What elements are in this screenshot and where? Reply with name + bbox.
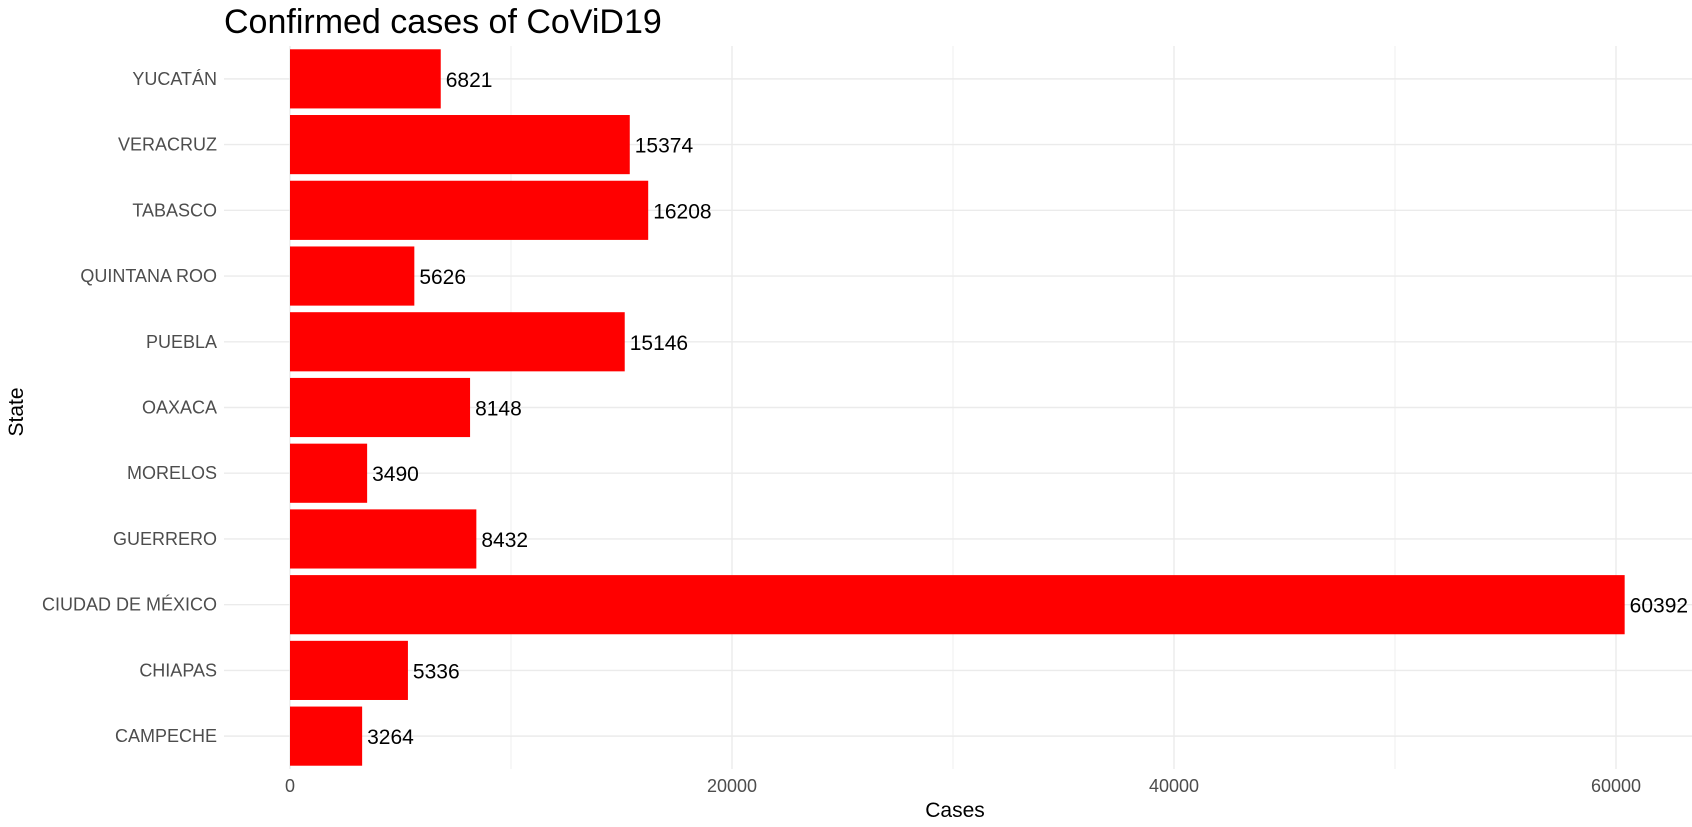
bar	[290, 640, 408, 700]
bar	[290, 509, 477, 569]
x-axis-title: Cases	[925, 799, 985, 822]
data-label: 3490	[372, 463, 419, 486]
chart-title: Confirmed cases of CoViD19	[224, 3, 662, 41]
x-tick-label: 20000	[707, 776, 757, 796]
bar	[290, 377, 471, 438]
data-labels: 3264 5336 60392 8432 3490 8148 15146 5626 16208 1…	[367, 69, 1688, 749]
y-tick-label: TABASCO	[132, 200, 217, 220]
bar	[290, 180, 649, 240]
data-label: 60392	[1630, 595, 1688, 618]
data-label: 8432	[481, 529, 528, 552]
y-tick-label: PUEBLA	[146, 332, 217, 352]
bar	[290, 706, 363, 766]
bar	[290, 312, 625, 372]
y-tick-label: QUINTANA ROO	[80, 266, 217, 286]
y-tick-label: CIUDAD DE MÉXICO	[42, 595, 217, 615]
y-tick-label: VERACRUZ	[118, 135, 217, 155]
y-axis-title: State	[5, 387, 28, 436]
bar	[290, 575, 1625, 635]
data-label: 5626	[419, 266, 466, 289]
y-axis-tick-labels: CAMPECHE CHIAPAS CIUDAD DE MÉXICO GUERRERO M…	[42, 69, 217, 746]
y-tick-label: GUERRERO	[113, 529, 217, 549]
bar	[290, 115, 630, 175]
data-label: 16208	[653, 200, 711, 223]
x-tick-label: 40000	[1149, 776, 1199, 796]
y-tick-label: YUCATÁN	[132, 69, 217, 89]
data-label: 15374	[635, 135, 694, 158]
bar	[290, 443, 368, 503]
bar	[290, 49, 441, 109]
y-tick-label: OAXACA	[142, 398, 217, 418]
x-tick-label: 0	[285, 776, 295, 796]
x-axis-tick-labels: 0 20000 40000 60000	[285, 776, 1641, 796]
y-tick-label: CHIAPAS	[139, 660, 217, 680]
data-label: 15146	[630, 332, 688, 355]
data-label: 6821	[446, 69, 493, 92]
bar	[290, 246, 415, 306]
data-label: 3264	[367, 726, 414, 749]
data-label: 8148	[475, 398, 522, 421]
x-tick-label: 60000	[1591, 776, 1641, 796]
bars	[290, 49, 1625, 766]
y-tick-label: CAMPECHE	[115, 726, 217, 746]
y-tick-label: MORELOS	[127, 463, 217, 483]
data-label: 5336	[413, 660, 460, 683]
